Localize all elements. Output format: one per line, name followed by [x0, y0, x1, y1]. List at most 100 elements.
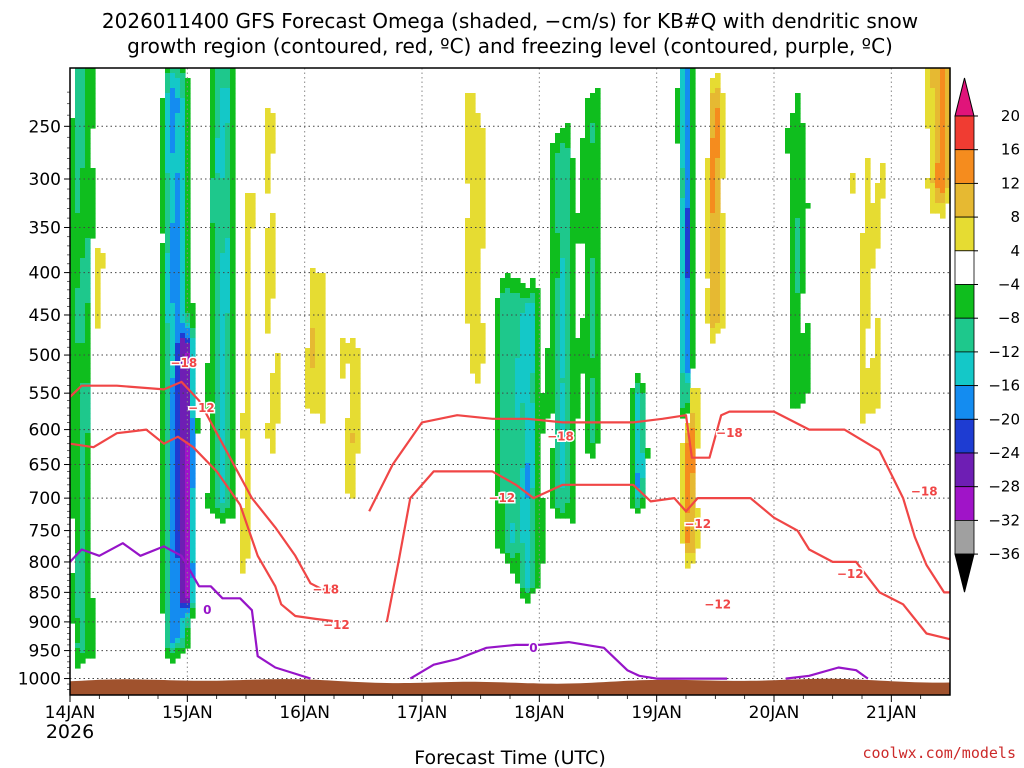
omega-cell [180, 218, 186, 224]
omega-cell [160, 218, 166, 224]
omega-cell [220, 333, 226, 339]
omega-cell [275, 373, 281, 379]
omega-cell [240, 548, 246, 554]
omega-cell [525, 533, 531, 539]
omega-cell [535, 358, 541, 364]
omega-cell [220, 498, 226, 504]
omega-cell [470, 353, 476, 359]
omega-cell [180, 128, 186, 134]
omega-cell [685, 148, 691, 154]
omega-cell [165, 193, 171, 199]
omega-cell [790, 183, 796, 189]
omega-cell [75, 478, 81, 484]
omega-cell [565, 408, 571, 414]
y-tick-label: 600 [29, 421, 61, 441]
omega-cell [500, 398, 506, 404]
omega-cell [575, 383, 581, 389]
omega-cell [180, 573, 186, 579]
omega-cell [225, 488, 231, 494]
omega-cell [230, 428, 236, 434]
omega-cell [695, 423, 701, 429]
omega-cell [595, 128, 601, 134]
omega-cell [310, 298, 316, 304]
omega-cell [240, 533, 246, 539]
omega-cell [945, 188, 951, 194]
omega-cell [680, 283, 686, 289]
omega-cell [70, 373, 76, 379]
omega-cell [555, 203, 561, 209]
omega-cell [215, 248, 221, 254]
omega-cell [565, 183, 571, 189]
omega-cell [550, 408, 556, 414]
omega-cell [185, 573, 191, 579]
omega-cell [585, 178, 591, 184]
omega-cell [880, 188, 886, 194]
omega-cell [935, 158, 941, 164]
omega-cell [690, 528, 696, 534]
omega-cell [565, 258, 571, 264]
omega-cell [585, 328, 591, 334]
omega-cell [510, 353, 516, 359]
omega-cell [505, 308, 511, 314]
omega-cell [215, 503, 221, 509]
omega-cell [350, 478, 356, 484]
colorbar-swatch [954, 250, 975, 285]
omega-cell [230, 173, 236, 179]
omega-cell [160, 118, 166, 124]
omega-cell [685, 488, 691, 494]
omega-cell [75, 213, 81, 219]
omega-cell [860, 353, 866, 359]
omega-cell [595, 258, 601, 264]
omega-cell [560, 353, 566, 359]
omega-cell [310, 333, 316, 339]
omega-cell [800, 208, 806, 214]
omega-cell [495, 328, 501, 334]
omega-cell [800, 343, 806, 349]
omega-cell [525, 583, 531, 589]
omega-cell [180, 223, 186, 229]
omega-cell [70, 268, 76, 274]
omega-cell [520, 393, 526, 399]
omega-cell [80, 563, 86, 569]
omega-cell [565, 438, 571, 444]
omega-cell [535, 318, 541, 324]
omega-cell [580, 353, 586, 359]
omega-cell [530, 463, 536, 469]
omega-cell [680, 268, 686, 274]
omega-cell [500, 383, 506, 389]
omega-cell [465, 303, 471, 309]
omega-cell [585, 378, 591, 384]
omega-cell [635, 408, 641, 414]
omega-cell [515, 488, 521, 494]
credit-link[interactable]: coolwx.com/models [862, 744, 1016, 762]
omega-cell [270, 388, 276, 394]
omega-cell [170, 118, 176, 124]
omega-cell [555, 248, 561, 254]
omega-cell [525, 433, 531, 439]
omega-cell [220, 213, 226, 219]
omega-cell [475, 338, 481, 344]
omega-cell [250, 208, 256, 214]
omega-cell [165, 393, 171, 399]
omega-cell [170, 103, 176, 109]
omega-cell [245, 298, 251, 304]
omega-cell [210, 118, 216, 124]
omega-cell [220, 78, 226, 84]
y-tick-label: 950 [29, 642, 61, 662]
omega-cell [215, 243, 221, 249]
omega-cell [680, 153, 686, 159]
colorbar-label: −32 [988, 511, 1020, 529]
omega-cell [690, 358, 696, 364]
omega-cell [180, 313, 186, 319]
omega-cell [805, 328, 811, 334]
omega-cell [595, 113, 601, 119]
omega-cell [515, 323, 521, 329]
omega-cell [555, 278, 561, 284]
omega-cell [70, 573, 76, 579]
omega-cell [520, 398, 526, 404]
omega-cell [800, 133, 806, 139]
omega-cell [705, 303, 711, 309]
omega-cell [720, 153, 726, 159]
omega-cell [795, 208, 801, 214]
omega-cell [165, 313, 171, 319]
